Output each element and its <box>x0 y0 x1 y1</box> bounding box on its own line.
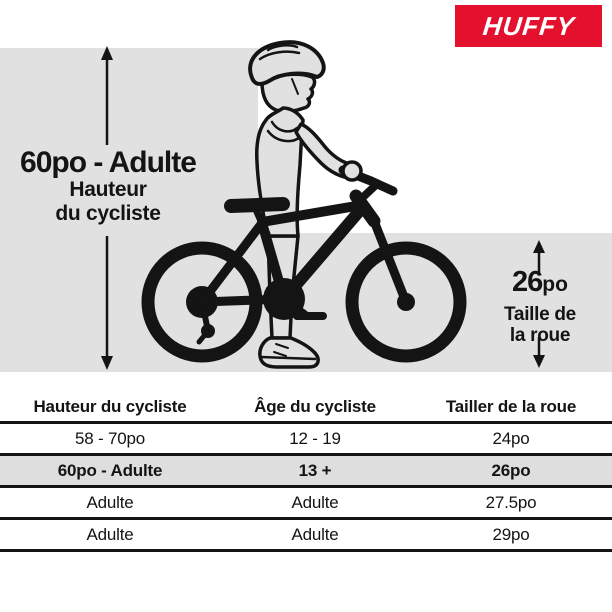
wheel-size-value: 26po <box>512 266 568 298</box>
wheel-size-label: 26po Taille de la roue <box>478 266 602 347</box>
rider-height-caption-line1: Hauteur <box>69 178 147 201</box>
table-row: 58 - 70po 12 - 19 24po <box>0 424 612 456</box>
header-wheel-size: Tailler de la roue <box>445 396 577 416</box>
cell-wheel-size: 29po <box>492 524 530 544</box>
rider-height-arrow-icon <box>101 46 113 370</box>
helmet-icon <box>248 40 326 86</box>
table-row: Adulte Adulte 27.5po <box>0 488 612 520</box>
wheel-size-caption-line2: la roue <box>509 325 571 346</box>
table-header-row: Hauteur du cycliste Âge du cycliste Tail… <box>0 392 612 424</box>
table-row: Adulte Adulte 29po <box>0 520 612 552</box>
rider-height-caption-line2: du cycliste <box>55 202 161 225</box>
huffy-logo: HUFFY <box>455 5 602 47</box>
header-rider-age: Âge du cycliste <box>254 396 376 416</box>
cell-rider-age: Adulte <box>291 492 339 512</box>
cell-wheel-size: 26po <box>491 460 531 480</box>
rider-height-value: 60po - Adulte <box>20 146 197 179</box>
wheel-size-caption-line1: Taille de <box>504 304 576 325</box>
rider-height-label: 60po - Adulte Hauteur du cycliste <box>0 147 216 226</box>
cell-rider-age: 12 - 19 <box>289 428 341 448</box>
cell-rider-height: 58 - 70po <box>74 428 146 448</box>
size-chart-table: Hauteur du cycliste Âge du cycliste Tail… <box>0 392 612 552</box>
table-row-highlighted: 60po - Adulte 13 + 26po <box>0 456 612 488</box>
cell-rider-height: Adulte <box>86 492 134 512</box>
wheel-size-arrow-icon <box>533 240 545 368</box>
rider-hand <box>341 160 363 182</box>
cell-wheel-size: 24po <box>492 428 530 448</box>
rider-height-panel <box>0 48 258 372</box>
cell-rider-age: 13 + <box>298 460 332 480</box>
cell-rider-height: 60po - Adulte <box>57 460 163 480</box>
cell-rider-height: Adulte <box>86 524 134 544</box>
front-wheel <box>345 241 467 363</box>
cell-wheel-size: 27.5po <box>485 492 537 512</box>
header-rider-height: Hauteur du cycliste <box>33 396 187 416</box>
bike-seat <box>224 197 290 213</box>
cell-rider-age: Adulte <box>291 524 339 544</box>
huffy-logo-text: HUFFY <box>481 10 576 41</box>
bicycle-figure <box>141 165 467 363</box>
